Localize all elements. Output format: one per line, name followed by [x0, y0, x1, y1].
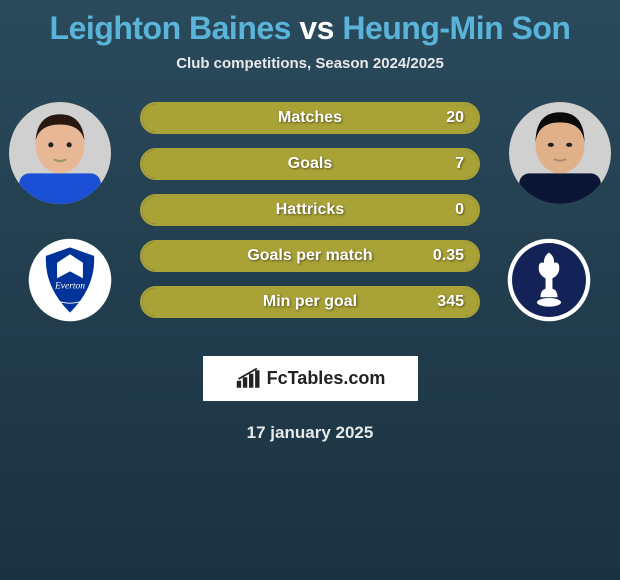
stats-bars: Matches20 Goals7 Hattricks0 Goals per match… — [140, 102, 480, 332]
stat-value: 345 — [437, 288, 464, 316]
title-vs: vs — [299, 10, 334, 46]
stat-label: Goals — [142, 150, 478, 178]
stat-label: Goals per match — [142, 242, 478, 270]
date-text: 17 january 2025 — [0, 423, 620, 443]
page-title: Leighton Baines vs Heung-Min Son — [0, 0, 620, 47]
everton-badge-icon: Everton — [27, 237, 113, 323]
title-player-right: Heung-Min Son — [342, 10, 570, 46]
stat-row: Matches20 — [140, 102, 480, 134]
player-right-face-icon — [509, 102, 611, 204]
player-left-face-icon — [9, 102, 111, 204]
player-left-avatar — [9, 102, 111, 204]
tottenham-badge-icon — [506, 237, 592, 323]
fctables-chart-icon — [235, 368, 263, 390]
stat-label: Hattricks — [142, 196, 478, 224]
stat-row: Goals7 — [140, 148, 480, 180]
stat-row: Min per goal345 — [140, 286, 480, 318]
stat-value: 7 — [455, 150, 464, 178]
stat-value: 20 — [446, 104, 464, 132]
subtitle: Club competitions, Season 2024/2025 — [0, 55, 620, 72]
stat-label: Matches — [142, 104, 478, 132]
watermark: FcTables.com — [203, 356, 418, 401]
svg-text:Everton: Everton — [54, 282, 85, 292]
player-right-avatar — [509, 102, 611, 204]
stat-value: 0 — [455, 196, 464, 224]
comparison-content: Everton Matches20 Goals7 Hattricks0 Goals p… — [0, 102, 620, 342]
title-player-left: Leighton Baines — [50, 10, 291, 46]
club-left-badge: Everton — [27, 237, 113, 323]
stat-value: 0.35 — [433, 242, 464, 270]
watermark-text: FcTables.com — [267, 368, 386, 389]
stat-row: Goals per match0.35 — [140, 240, 480, 272]
stat-label: Min per goal — [142, 288, 478, 316]
club-right-badge — [506, 237, 592, 323]
stat-row: Hattricks0 — [140, 194, 480, 226]
